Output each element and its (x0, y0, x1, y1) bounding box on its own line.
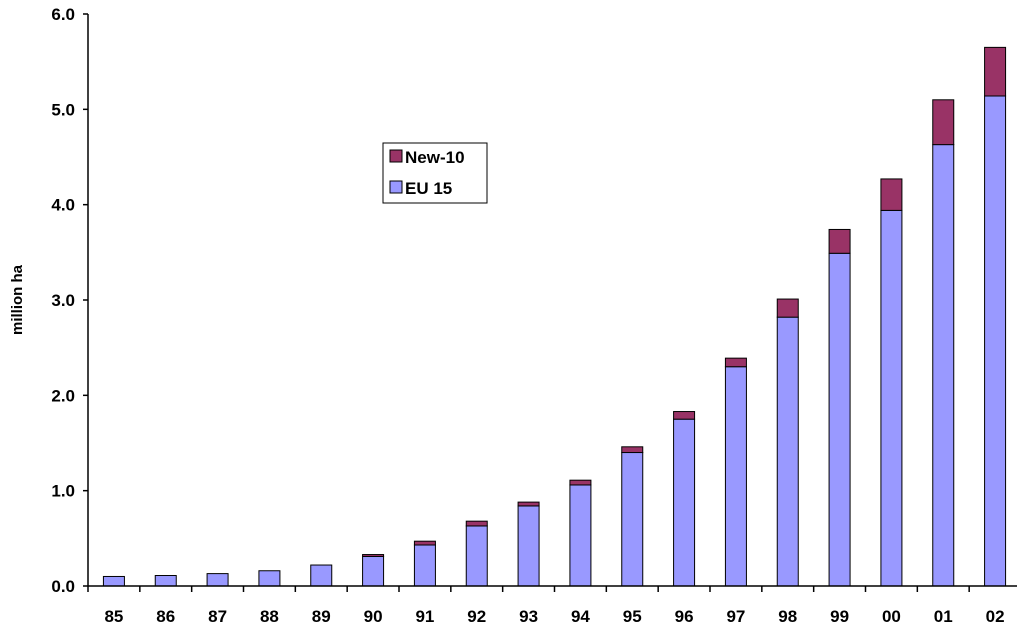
x-ticks-layer: 85 86 87 88 89 90 91 92 93 94 95 96 97 98 99 00 01 02 (87, 586, 1005, 626)
bar-new-10-91 (413, 540, 436, 546)
legend: New-10 EU 15 (382, 142, 488, 204)
x-tick-label: 90 (364, 607, 383, 626)
x-tick-label: 91 (415, 607, 434, 626)
y-ticks-layer: 0.0 1.0 2.0 3.0 4.0 5.0 6.0 (51, 5, 88, 596)
bar-eu-15-02 (984, 95, 1007, 587)
y-tick-label: 2.0 (51, 386, 75, 405)
x-tick-label: 85 (104, 607, 123, 626)
bar-eu-15-85 (102, 575, 125, 587)
bar-new-10-95 (621, 446, 644, 454)
x-tick-label: 98 (778, 607, 797, 626)
x-tick-label: 97 (726, 607, 745, 626)
x-tick-label: 92 (467, 607, 486, 626)
bar-eu-15-98 (776, 316, 799, 587)
x-tick-label: 87 (208, 607, 227, 626)
bar-new-10-97 (724, 357, 747, 368)
x-tick-label: 95 (623, 607, 642, 626)
bar-eu-15-94 (569, 484, 592, 587)
bar-new-10-94 (569, 479, 592, 486)
bar-eu-15-01 (932, 144, 955, 587)
legend-label-eu-15: EU 15 (405, 179, 452, 198)
x-tick-label: 88 (260, 607, 279, 626)
bar-new-10-99 (828, 228, 851, 254)
x-tick-label: 00 (882, 607, 901, 626)
y-tick-label: 5.0 (51, 100, 75, 119)
y-tick-label: 6.0 (51, 5, 75, 24)
x-tick-label: 02 (986, 607, 1005, 626)
bar-eu-15-91 (413, 544, 436, 587)
x-tick-label: 01 (934, 607, 953, 626)
bar-new-10-02 (984, 46, 1007, 97)
y-tick-label: 4.0 (51, 196, 75, 215)
bar-new-10-90 (362, 554, 385, 557)
bar-eu-15-96 (673, 418, 696, 587)
bar-new-10-93 (517, 501, 540, 507)
y-tick-label: 3.0 (51, 291, 75, 310)
x-tick-label: 94 (571, 607, 590, 626)
bar-eu-15-99 (828, 252, 851, 587)
bar-new-10-00 (880, 178, 903, 211)
x-tick-label: 86 (156, 607, 175, 626)
legend-label-new-10: New-10 (405, 148, 465, 167)
bar-eu-15-95 (621, 452, 644, 587)
bar-eu-15-97 (724, 366, 747, 587)
bar-eu-15-86 (154, 575, 177, 587)
bar-eu-15-92 (465, 525, 488, 587)
bar-new-10-01 (932, 99, 955, 146)
y-tick-label: 1.0 (51, 482, 75, 501)
bar-new-10-92 (465, 520, 488, 527)
x-tick-label: 93 (519, 607, 538, 626)
legend-swatch-eu-15 (389, 180, 403, 194)
bar-eu-15-89 (310, 564, 333, 587)
bar-eu-15-90 (362, 555, 385, 587)
x-tick-label: 99 (830, 607, 849, 626)
bar-eu-15-88 (258, 570, 281, 587)
y-tick-label: 0.0 (51, 577, 75, 596)
y-axis-title: million ha (9, 264, 26, 335)
x-tick-label: 89 (312, 607, 331, 626)
axes-layer (87, 14, 1017, 587)
bar-eu-15-00 (880, 209, 903, 587)
legend-swatch-new-10 (389, 149, 403, 163)
bars-layer (102, 46, 1007, 587)
x-tick-label: 96 (675, 607, 694, 626)
bar-eu-15-87 (206, 573, 229, 587)
bar-new-10-98 (776, 298, 799, 318)
bar-new-10-96 (673, 411, 696, 420)
bar-eu-15-93 (517, 505, 540, 587)
